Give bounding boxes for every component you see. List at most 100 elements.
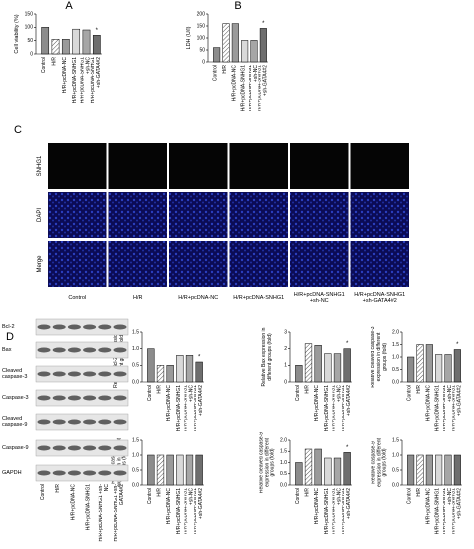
y-axis-label-box: LDH (U/l) <box>186 27 192 50</box>
blot-band <box>37 470 51 476</box>
column-label: H/R+pcDNA-SNHG1 +sh-GATA4#2 <box>114 484 125 542</box>
micrograph <box>229 241 288 287</box>
blot-band <box>98 419 112 425</box>
column-label: H/R+pcDNA-NC <box>70 484 77 521</box>
blot-label-box: Caspase-3 <box>2 395 29 401</box>
y-tick-label: 100 <box>25 25 34 31</box>
micrograph <box>108 241 167 287</box>
panel-label: D <box>6 331 14 343</box>
column-label: H/R <box>133 294 143 301</box>
y-tick-label: 150 <box>25 11 34 17</box>
blot-band <box>98 347 112 353</box>
y-tick-label: 2.0 <box>280 437 287 443</box>
bar <box>185 454 194 486</box>
y-tick-label: 2 <box>284 346 287 352</box>
bar <box>407 356 415 383</box>
x-tick-label-box: H/R+pcDNA-SNHG1 +sh-GATA4#2 <box>91 57 102 103</box>
blot-band <box>113 470 127 476</box>
blot-band <box>67 470 81 476</box>
y-axis-label: Relative Bax expression in different gro… <box>261 327 273 387</box>
blot-band <box>37 419 51 425</box>
bar <box>195 361 203 383</box>
bar <box>166 454 174 486</box>
blot-band <box>52 395 66 401</box>
bar <box>416 344 424 383</box>
blot-band <box>113 445 127 451</box>
column-label-box: Control <box>40 484 46 500</box>
row-label-box: DAPI <box>37 208 43 222</box>
y-axis-label-box: Relative caspase-9 expression in differe… <box>371 438 388 487</box>
blot-band <box>67 419 81 425</box>
blot-strip <box>35 341 129 359</box>
y-axis-label-box: Relative Bax expression in different gro… <box>261 327 273 387</box>
micrograph <box>108 192 167 238</box>
blot-label-box: Bcl-2 <box>2 324 15 330</box>
micrograph <box>48 192 107 238</box>
bar <box>314 448 322 486</box>
micrograph <box>48 241 107 287</box>
column-label-box: H/R+pcDNA-NC <box>178 295 218 301</box>
x-tick-label: H/R+pcDNA-SNHG1 +sh-GATA4#2 <box>193 488 205 535</box>
blot-label-box: GAPDH <box>2 470 22 476</box>
y-tick-label: 1 <box>284 363 287 369</box>
blot-band <box>83 419 97 425</box>
bar <box>304 343 313 383</box>
y-tick-label: 0.5 <box>132 467 139 473</box>
column-label: H/R+pcDNA-SNHG1 +sh-NC <box>98 484 110 542</box>
y-axis-label-box: Relative cleaved caspase-3 expression in… <box>371 326 388 388</box>
y-tick-label: 0.5 <box>392 467 399 473</box>
blot-band <box>37 347 51 353</box>
x-tick-label: H/R+pcDNA-SNHG1 +sh-GATA4#2 <box>452 488 463 535</box>
bar <box>333 353 342 383</box>
blot-band <box>113 347 127 353</box>
bar <box>453 349 461 383</box>
blot-band <box>113 419 127 425</box>
bar <box>259 28 267 63</box>
y-tick-label: 50 <box>199 47 205 53</box>
significance-mark: * <box>456 342 459 348</box>
blot-band <box>98 371 112 377</box>
bar <box>425 344 433 383</box>
bar <box>41 27 50 55</box>
y-tick-label: 200 <box>197 11 206 17</box>
blot-label-box: Caspase-9 <box>2 445 29 451</box>
significance-mark: * <box>96 28 99 34</box>
y-tick-label: 1.5 <box>392 437 399 443</box>
blot-band <box>37 395 51 401</box>
bar <box>324 353 332 383</box>
blot-band <box>113 395 127 401</box>
significance-mark: * <box>346 445 349 451</box>
y-tick-label: 2.0 <box>392 329 399 335</box>
blot-band <box>113 371 127 377</box>
bar <box>416 454 424 486</box>
blot-strip <box>35 413 129 431</box>
blot-label-box: Bax <box>2 346 12 353</box>
row-label-box: Merge <box>37 256 43 273</box>
blot-band <box>83 324 97 330</box>
micrograph <box>229 192 288 238</box>
column-label-box: H/R+pcDNA-SNHG1 +sh-GATA4#2 <box>114 484 125 542</box>
blot-band <box>37 371 51 377</box>
micrograph <box>350 192 409 238</box>
y-axis-label-box: Cell viability (%) <box>14 14 20 53</box>
y-axis-label: Relative caspase-9 expression in differe… <box>371 438 388 487</box>
bar <box>147 454 155 486</box>
y-axis-label: Relative cleaved caspase-3 expression in… <box>371 326 388 388</box>
y-tick-label: 0.5 <box>280 471 287 477</box>
blot-strip <box>35 439 129 457</box>
blot-band <box>83 371 97 377</box>
bar <box>250 40 258 63</box>
micrograph <box>108 143 167 189</box>
bar <box>72 28 81 55</box>
x-tick-label-box: H/R+pcDNA-SNHG1 +sh-GATA4#2 <box>193 488 205 535</box>
micrograph <box>290 143 349 189</box>
blot-label: Bax <box>2 346 12 353</box>
blot-band <box>83 395 97 401</box>
blot-band <box>52 324 66 330</box>
bar <box>92 35 101 55</box>
y-tick-label: 0.0 <box>392 482 399 488</box>
bar <box>166 365 174 383</box>
significance-mark: * <box>198 355 201 361</box>
micrograph <box>350 143 409 189</box>
x-tick-label-box: H/R+pcDNA-SNHG1 +sh-GATA4#2 <box>194 385 204 431</box>
